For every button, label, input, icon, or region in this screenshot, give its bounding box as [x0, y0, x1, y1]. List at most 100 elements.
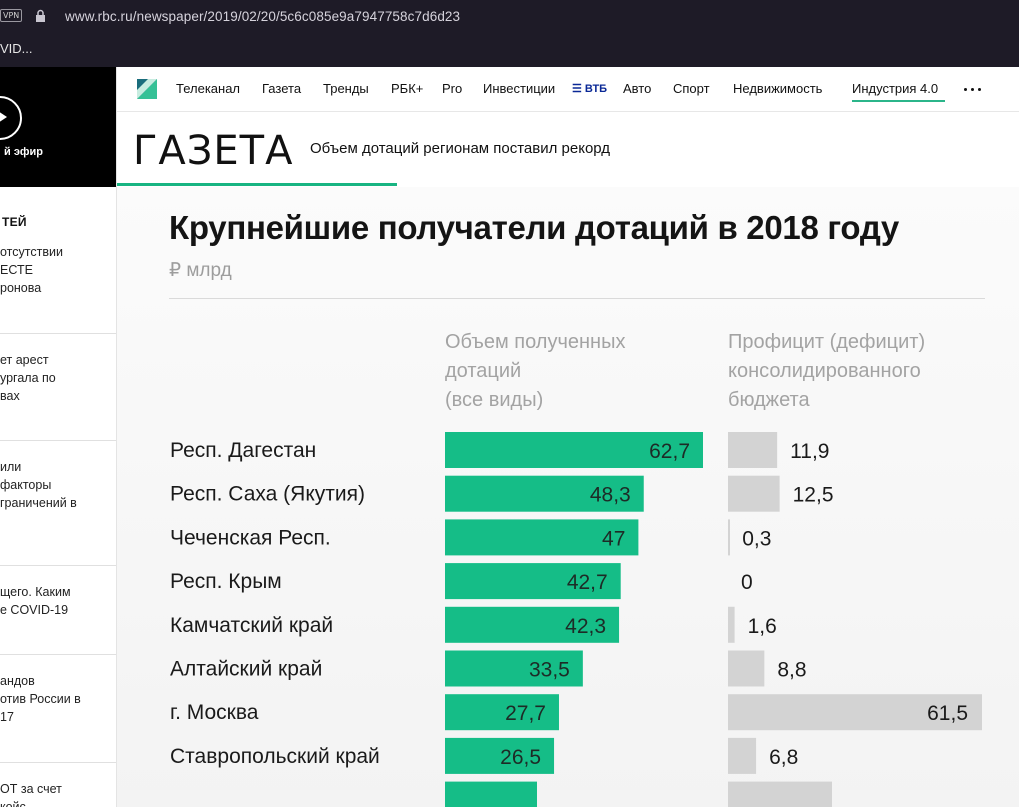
budget-value-label: 11,9 — [790, 440, 829, 463]
news-item-line: щего. Каким — [0, 585, 71, 599]
col2-header: Профицит (дефицит) консолидированного бю… — [728, 328, 925, 415]
budget-value-label: 12,5 — [793, 484, 834, 507]
dotation-bar — [445, 432, 703, 468]
dotation-value-label: 26,5 — [500, 746, 541, 769]
bar-chart: Респ. Дагестан 62,7 11,9 Респ. Саха (Якутия… — [170, 432, 982, 807]
budget-value-label: 8,8 — [777, 659, 806, 682]
nav-item[interactable]: Газета — [262, 81, 302, 96]
play-icon[interactable] — [0, 96, 22, 140]
category-label: Ставропольский край — [170, 745, 380, 768]
dotation-value-label: 48,3 — [590, 484, 631, 507]
nav-item[interactable]: Спорт — [673, 81, 710, 96]
budget-bar — [728, 519, 730, 556]
nav-item[interactable]: РБК+ — [391, 81, 424, 96]
news-separator — [0, 333, 116, 334]
rbc-logo-icon[interactable] — [137, 79, 157, 99]
nav-active-underline — [852, 100, 945, 102]
dotation-bar — [445, 519, 639, 556]
budget-bar — [728, 737, 757, 774]
lock-icon — [36, 9, 45, 22]
section-title[interactable]: ГАЗЕТА — [133, 128, 294, 174]
nav-item[interactable]: Недвижимость — [733, 81, 823, 96]
vpn-badge[interactable]: VPN — [0, 9, 23, 22]
dotation-bar — [445, 606, 620, 643]
news-item-line: отсутствии — [0, 245, 63, 259]
chart-title: Крупнейшие получатели дотаций в 2018 год… — [169, 209, 899, 246]
news-heading: ТЕЙ — [2, 215, 27, 229]
dotation-bar — [445, 650, 583, 687]
nav-item[interactable]: Pro — [442, 81, 463, 96]
section-header: ГАЗЕТА Объем дотаций регионам поставил р… — [117, 112, 1019, 186]
news-item[interactable]: отсутствии ЕСТЕ ронова — [0, 243, 116, 297]
dotation-bar — [445, 563, 621, 600]
budget-value-label: 0 — [741, 571, 753, 594]
category-label: Чеченская Респ. — [170, 526, 331, 549]
chart-subtitle: ₽ млрд — [169, 260, 232, 281]
news-item-line: 17 — [0, 710, 14, 724]
dotation-value-label: 27,7 — [505, 702, 546, 725]
budget-value-label: 1,6 — [748, 615, 777, 638]
nav-item[interactable]: Авто — [623, 81, 652, 96]
news-item[interactable]: андов отив России в 17 — [0, 672, 116, 726]
news-item-line: ет арест — [0, 353, 49, 367]
dotation-value-label: 47 — [602, 527, 625, 550]
news-item-line: отив России в — [0, 692, 81, 706]
news-item[interactable]: ОТ за счет койс — [0, 780, 116, 807]
col1-header: Объем полученных дотаций (все виды) — [445, 328, 625, 415]
address-bar[interactable]: VPN www.rbc.ru/newspaper/2019/02/20/5c6c… — [0, 0, 1019, 33]
news-item-line: или — [0, 460, 22, 474]
col2-header-line: Профицит (дефицит) — [728, 331, 926, 353]
news-item-line: андов — [0, 674, 35, 688]
dotation-bar — [445, 694, 559, 731]
nav-item[interactable]: ☰ ВТБ — [572, 83, 608, 95]
nav-item[interactable]: Тренды — [323, 81, 369, 96]
dotation-bar — [445, 475, 644, 512]
dotation-bar — [445, 781, 537, 807]
category-label: Респ. Дагестан — [170, 439, 316, 462]
category-label: Алтайский край — [170, 658, 322, 681]
budget-bar — [728, 650, 765, 687]
news-item[interactable]: ет арест ургала по вах — [0, 351, 116, 405]
news-item-line: факторы — [0, 478, 52, 492]
news-item-line: вах — [0, 389, 20, 403]
budget-bar — [728, 432, 778, 468]
live-stream-box[interactable]: й эфир — [0, 67, 116, 187]
news-item-line: ронова — [0, 281, 42, 295]
budget-bar — [728, 781, 832, 807]
article-title: Объем дотаций регионам поставил рекорд — [310, 140, 611, 157]
news-item[interactable]: или факторы граничений в — [0, 458, 116, 512]
budget-bar — [728, 606, 735, 643]
more-icon[interactable] — [964, 88, 982, 92]
news-item-line: граничений в — [0, 496, 77, 510]
url-text[interactable]: www.rbc.ru/newspaper/2019/02/20/5c6c085e… — [65, 9, 461, 24]
budget-value-label: 61,5 — [927, 702, 968, 725]
sidebar: й эфир ТЕЙ отсутствии ЕСТЕ ронова ет арест у… — [0, 67, 117, 807]
col1-header-line: дотаций — [445, 360, 522, 382]
bookmark-bar: VID... — [0, 33, 1019, 67]
dotation-value-label: 42,3 — [565, 615, 606, 638]
chart-divider — [169, 298, 985, 299]
col2-header-line: бюджета — [728, 389, 810, 411]
category-label: Респ. Саха (Якутия) — [170, 483, 365, 506]
dotation-bar — [445, 737, 555, 774]
news-item-line: ургала по — [0, 371, 56, 385]
nav-item[interactable]: Инвестиции — [483, 81, 556, 96]
budget-bar — [728, 475, 780, 512]
news-item[interactable]: щего. Каким е COVID-19 — [0, 583, 116, 619]
nav-item[interactable]: Индустрия 4.0 — [852, 81, 939, 96]
news-item-line: е COVID-19 — [0, 603, 69, 617]
news-separator — [0, 565, 116, 566]
category-label: г. Москва — [170, 701, 259, 724]
section-underline — [117, 183, 397, 186]
chart-infographic: Крупнейшие получатели дотаций в 2018 год… — [117, 187, 1019, 807]
news-item-line: ОТ за счет — [0, 782, 62, 796]
category-label: Респ. Крым — [170, 570, 282, 593]
budget-value-label: 0,3 — [742, 527, 771, 550]
dotation-value-label: 62,7 — [649, 440, 690, 463]
bookmark-item[interactable]: VID... — [0, 41, 33, 56]
news-separator — [0, 762, 116, 763]
nav-item[interactable]: Телеканал — [176, 81, 241, 96]
news-separator — [0, 654, 116, 655]
news-item-line: койс — [0, 800, 26, 807]
category-label: Камчатский край — [170, 614, 333, 637]
